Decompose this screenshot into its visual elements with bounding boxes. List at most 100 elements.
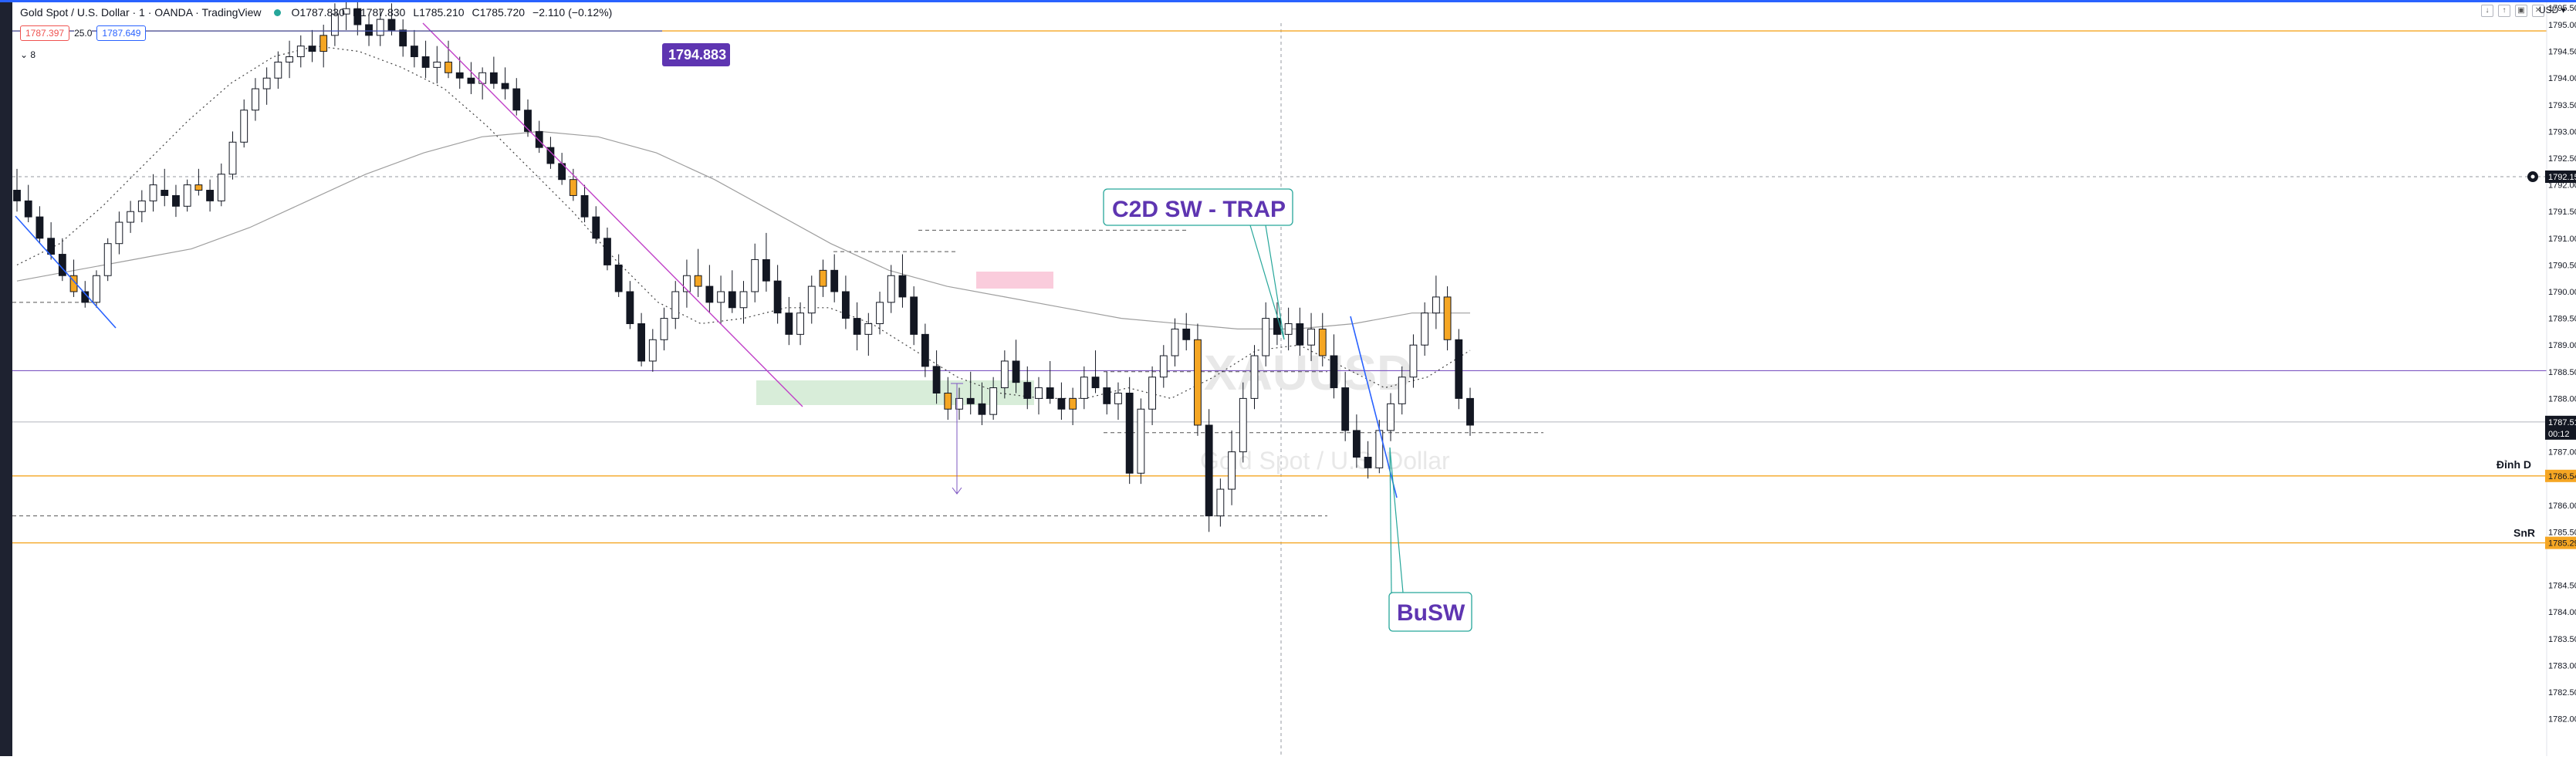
candle <box>127 201 135 233</box>
candle-body <box>365 24 373 36</box>
y-tick-label: 1795.000 <box>2548 21 2576 30</box>
candle <box>807 275 816 324</box>
candle-body <box>762 258 770 282</box>
dinh-d-price-tag <box>2545 469 2576 482</box>
buy-button[interactable]: 1787.649 <box>96 25 147 41</box>
candle-body <box>524 110 532 132</box>
watermark-description: Gold Spot / U.S. Dollar <box>1200 447 1450 475</box>
symbol-title[interactable]: Gold Spot / U.S. Dollar · 1 · OANDA · Tr… <box>20 6 262 19</box>
drawings-layer <box>12 22 1404 593</box>
candle-body <box>240 110 248 143</box>
candle-body <box>1341 387 1350 431</box>
candle <box>149 174 157 212</box>
candle <box>524 99 532 137</box>
candle-body <box>69 275 78 292</box>
y-tick-label: 1794.000 <box>2548 74 2576 83</box>
candle-body <box>228 141 237 175</box>
candle <box>35 206 44 244</box>
trade-buttons: 1787.397 25.0 1787.649 <box>20 25 147 41</box>
candle-body <box>819 269 827 287</box>
candle-body <box>910 296 918 335</box>
candle <box>944 377 952 421</box>
zones-layer <box>756 272 1053 405</box>
indicator-collapse-toggle[interactable]: ⌄ 8 <box>20 49 35 60</box>
candle-body <box>217 174 225 201</box>
candle <box>864 312 873 356</box>
currency-select[interactable]: USD ▾ <box>2539 5 2566 15</box>
y-tick-label: 1787.000 <box>2548 448 2576 458</box>
candle <box>785 296 793 346</box>
candle <box>69 259 78 297</box>
slow-moving-average <box>16 130 1470 329</box>
candle <box>796 302 804 346</box>
busw-annotation-box[interactable] <box>1388 592 1472 632</box>
candle <box>887 265 895 313</box>
arrow-up-icon[interactable]: ↑ <box>2498 5 2510 17</box>
candle <box>898 254 907 308</box>
candle <box>58 238 66 282</box>
price-axis[interactable]: 1795.000 1794.500 1794.000 1793.500 1793.000… <box>2527 0 2576 756</box>
y-tick-label: 1788.500 <box>2548 368 2576 377</box>
candle <box>47 222 56 260</box>
candle <box>773 265 782 324</box>
candle-body <box>1455 339 1463 399</box>
candle-body <box>932 366 941 394</box>
candle-body <box>1069 397 1077 410</box>
candle-body <box>183 184 191 207</box>
candle-body <box>387 19 396 31</box>
top-accent-line <box>0 0 2576 2</box>
close-icon[interactable]: ✕ <box>2532 5 2544 17</box>
candle <box>1250 345 1259 410</box>
candle <box>603 227 611 271</box>
crosshair-target-dot <box>2530 174 2535 179</box>
candle-body <box>35 216 44 239</box>
candle <box>1284 307 1293 351</box>
candle-body <box>1103 387 1111 404</box>
indicator-count: 8 <box>30 49 36 60</box>
y-tick-label: 1790.500 <box>2548 261 2576 270</box>
candle <box>717 275 725 324</box>
snr-price-tag <box>2545 536 2576 549</box>
candle-body <box>694 275 702 287</box>
candle-body <box>501 83 509 90</box>
candles-layer <box>13 0 1474 532</box>
y-tick-label: 1788.000 <box>2548 394 2576 404</box>
c2d-annotation-box[interactable] <box>1103 188 1293 226</box>
candle-body <box>296 46 305 58</box>
candle <box>614 254 623 297</box>
y-tick-label: 1784.500 <box>2548 582 2576 591</box>
candle-body <box>1046 387 1054 399</box>
candle <box>819 259 827 297</box>
candle-body <box>944 392 952 410</box>
collapse-icon[interactable]: ▣ <box>2515 5 2527 17</box>
candle-body <box>319 35 328 52</box>
candle <box>489 56 498 90</box>
snr-label: SnR <box>2513 527 2535 539</box>
candle <box>1159 345 1168 388</box>
candle-body <box>24 200 32 218</box>
sell-button[interactable]: 1787.397 <box>20 25 70 41</box>
candle-body <box>1273 318 1281 335</box>
candle <box>1409 334 1418 388</box>
candle <box>296 35 305 68</box>
candle <box>115 211 123 255</box>
candle <box>387 3 396 35</box>
open-value: O1787.830 <box>291 6 345 19</box>
price-label-box[interactable] <box>662 43 730 66</box>
candle <box>13 168 21 212</box>
candle <box>841 275 850 329</box>
candle <box>1182 312 1191 351</box>
y-tick-label: 1793.000 <box>2548 127 2576 137</box>
candle-body <box>1239 397 1247 453</box>
candle <box>455 56 464 90</box>
candle-body <box>796 312 804 335</box>
candle <box>1035 377 1043 415</box>
candle <box>353 0 362 35</box>
candle <box>978 382 986 425</box>
arrow-down-icon[interactable]: ↓ <box>2481 5 2493 17</box>
trend-line-purple <box>422 22 803 407</box>
busw-annotation-text: BuSW <box>1397 600 1465 626</box>
candle-body <box>330 13 339 36</box>
candle <box>580 184 589 223</box>
